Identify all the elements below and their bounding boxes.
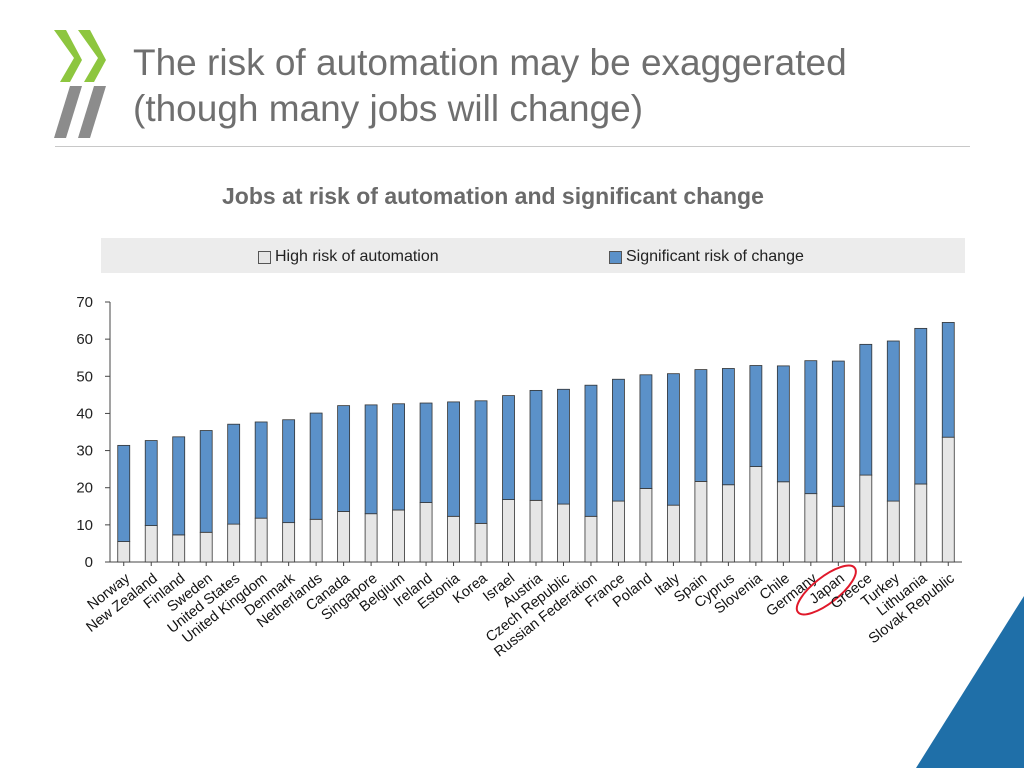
bar-high-risk — [282, 522, 296, 563]
bar-high-risk — [254, 517, 268, 563]
bar-change-risk — [419, 402, 433, 503]
bar-high-risk — [364, 513, 378, 563]
bar-change-risk — [667, 373, 680, 506]
bar-high-risk — [831, 505, 845, 563]
y-tick-label: 70 — [76, 294, 93, 311]
bar-change-risk — [309, 412, 323, 520]
bar-change-risk — [392, 403, 405, 511]
bar-high-risk — [859, 474, 873, 563]
oecd-chevron-logo-icon — [54, 30, 106, 138]
bar-high-risk — [804, 493, 818, 563]
bar-high-risk — [941, 436, 955, 563]
legend-label-high-risk: High risk of automation — [275, 248, 439, 265]
bar-high-risk — [419, 502, 433, 563]
bar-change-risk — [749, 365, 763, 467]
bar-high-risk — [144, 525, 158, 563]
bar-high-risk — [557, 503, 570, 563]
bar-high-risk — [474, 522, 488, 563]
bar-change-risk — [557, 388, 570, 505]
bar-change-risk — [282, 419, 296, 524]
chart-legend: High risk of automation Significant risk… — [101, 238, 965, 273]
bar-change-risk — [776, 365, 790, 483]
bar-change-risk — [502, 395, 515, 501]
chart-title: Jobs at risk of automation and significa… — [222, 183, 764, 209]
bar-high-risk — [117, 541, 131, 563]
legend-item-change-risk: Significant risk of change — [609, 248, 804, 266]
y-tick-label: 60 — [76, 331, 93, 348]
y-tick-label: 20 — [76, 480, 93, 497]
bar-change-risk — [529, 389, 543, 501]
bar-change-risk — [144, 440, 158, 526]
bar-change-risk — [447, 401, 460, 517]
bar-change-risk — [117, 444, 131, 542]
bar-change-risk — [886, 340, 900, 502]
bar-change-risk — [639, 374, 653, 489]
bar-change-risk — [831, 360, 845, 507]
bar-high-risk — [776, 481, 790, 563]
slide-title-line1: The risk of automation may be exaggerate… — [133, 42, 847, 83]
bar-high-risk — [309, 518, 323, 563]
bar-high-risk — [639, 488, 653, 563]
y-tick-label: 10 — [76, 517, 93, 534]
bar-change-risk — [474, 400, 488, 524]
bar-high-risk — [502, 499, 515, 563]
bar-high-risk — [749, 466, 763, 563]
bar-high-risk — [227, 523, 241, 563]
bar-high-risk — [721, 484, 735, 563]
bar-change-risk — [172, 436, 186, 536]
bar-high-risk — [199, 531, 213, 563]
logo-chevron-green-1 — [54, 30, 82, 82]
bar-change-risk — [199, 430, 213, 533]
corner-decoration — [916, 596, 1024, 768]
bar-high-risk — [584, 515, 598, 563]
bar-high-risk — [337, 511, 351, 563]
y-tick-label: 0 — [85, 554, 93, 571]
bar-high-risk — [886, 500, 900, 563]
bar-high-risk — [529, 499, 543, 563]
y-tick-label: 40 — [76, 405, 93, 422]
bar-high-risk — [667, 504, 680, 563]
bar-change-risk — [941, 322, 955, 438]
slide-title: The risk of automation may be exaggerate… — [133, 40, 963, 132]
slide-title-line2: (though many jobs will change) — [133, 88, 644, 129]
legend-swatch-high-risk — [258, 250, 271, 264]
bar-high-risk — [447, 515, 460, 563]
bar-change-risk — [721, 368, 735, 486]
bar-high-risk — [694, 480, 708, 563]
highlight-ellipse — [795, 564, 857, 616]
logo-chevron-gray-2 — [78, 86, 106, 138]
y-tick-label: 30 — [76, 443, 93, 460]
legend-swatch-change-risk — [609, 250, 622, 264]
bar-change-risk — [364, 404, 378, 515]
bar-change-risk — [804, 360, 818, 495]
bar-high-risk — [914, 483, 928, 563]
bar-change-risk — [337, 405, 351, 512]
bar-high-risk — [612, 500, 625, 563]
bar-change-risk — [859, 343, 873, 476]
bar-change-risk — [584, 384, 598, 517]
bar-change-risk — [612, 378, 625, 502]
bar-high-risk — [392, 509, 405, 563]
corner-triangle — [916, 596, 1024, 768]
bar-change-risk — [227, 423, 241, 525]
bar-change-risk — [254, 421, 268, 519]
bar-high-risk — [172, 534, 186, 563]
title-divider — [55, 146, 970, 147]
bar-change-risk — [694, 369, 708, 482]
y-tick-label: 50 — [76, 368, 93, 385]
legend-label-change-risk: Significant risk of change — [626, 248, 804, 265]
logo-chevron-green-2 — [78, 30, 106, 82]
bar-change-risk — [914, 327, 928, 485]
logo-chevron-gray-1 — [54, 86, 82, 138]
legend-item-high-risk: High risk of automation — [258, 248, 439, 266]
